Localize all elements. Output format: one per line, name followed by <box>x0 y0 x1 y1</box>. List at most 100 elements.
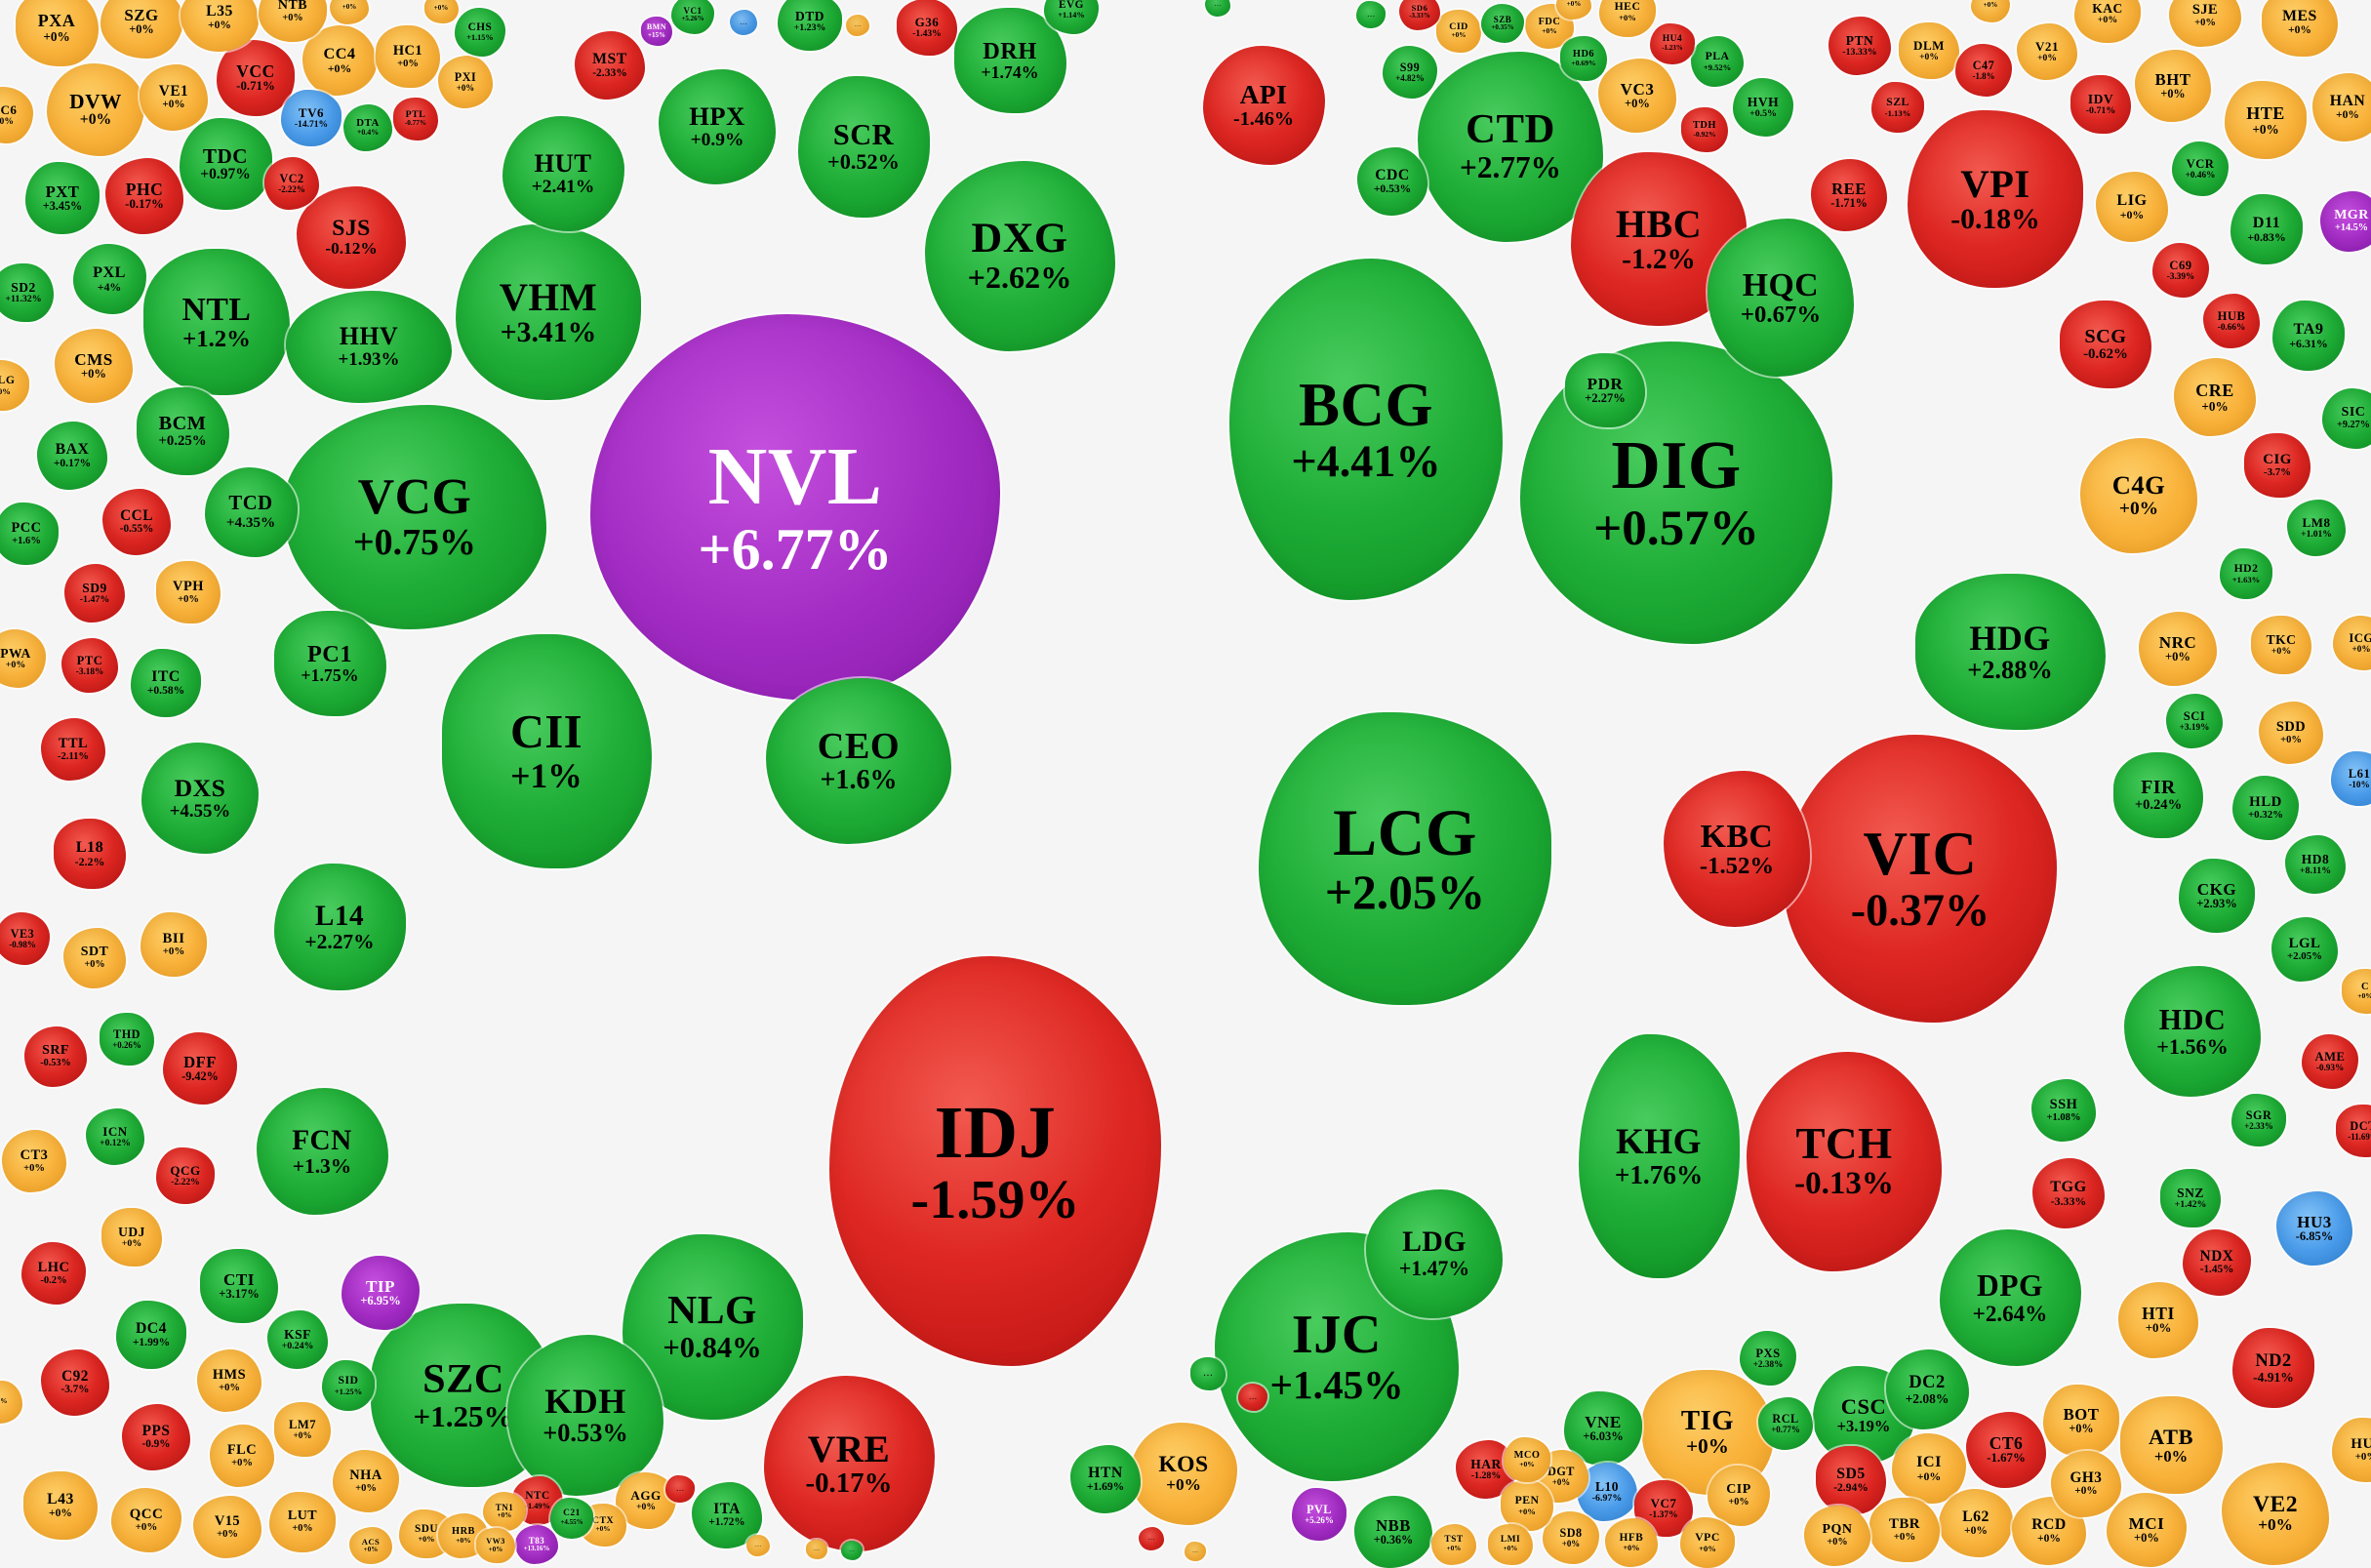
stock-cell-HEC[interactable]: HEC +0% <box>1599 0 1656 37</box>
stock-cell-NTL[interactable]: NTL +1.2% <box>143 249 290 395</box>
stock-cell-small[interactable]: … <box>665 1475 695 1503</box>
stock-cell-DPG[interactable]: DPG +2.64% <box>1939 1229 2081 1366</box>
stock-cell-CDC[interactable]: CDC +0.53% <box>1357 147 1427 216</box>
stock-cell-KDH[interactable]: KDH +0.53% <box>507 1334 663 1496</box>
stock-cell-SD8[interactable]: SD8 +0% <box>1543 1511 1599 1564</box>
stock-cell-PEN[interactable]: PEN +0% <box>1501 1480 1553 1531</box>
stock-cell-V15[interactable]: V15 +0% <box>193 1496 261 1558</box>
stock-cell-VE1[interactable]: VE1 +0% <box>140 64 208 131</box>
stock-cell-TBR[interactable]: TBR +0% <box>1869 1498 1940 1562</box>
stock-cell-BCG[interactable]: BCG +4.41% <box>1229 259 1503 600</box>
stock-cell-HPX[interactable]: HPX +0.9% <box>659 69 776 184</box>
stock-cell-HTE[interactable]: HTE +0% <box>2225 81 2307 159</box>
stock-cell-IDV[interactable]: IDV -0.71% <box>2070 75 2131 134</box>
stock-cell-G36[interactable]: G36 -1.43% <box>897 0 957 56</box>
stock-cell-SD9[interactable]: SD9 -1.47% <box>64 564 125 623</box>
stock-cell-VLG[interactable]: VLG+0% <box>0 360 29 411</box>
stock-cell-SSH[interactable]: SSH +1.08% <box>2031 1079 2096 1142</box>
stock-cell-PLA[interactable]: PLA +9.52% <box>1691 36 1744 87</box>
stock-cell-FIR[interactable]: FIR +0.24% <box>2113 752 2203 838</box>
stock-cell-PTL[interactable]: PTL -0.77% <box>393 98 438 141</box>
stock-cell-C92[interactable]: C92 -3.7% <box>41 1349 109 1416</box>
stock-cell-LUT[interactable]: LUT +0% <box>269 1492 336 1552</box>
stock-cell-PXL[interactable]: PXL +4% <box>72 244 146 314</box>
stock-cell-small[interactable]: … <box>841 1541 863 1560</box>
stock-cell-VIC[interactable]: VIC -0.37% <box>1784 734 2057 1023</box>
stock-cell-KBC[interactable]: KBC -1.52% <box>1664 771 1810 927</box>
stock-cell-LIG[interactable]: LIG +0% <box>2096 172 2168 242</box>
stock-cell-VC1[interactable]: VC1 +5.26% <box>671 0 714 34</box>
stock-cell-C69[interactable]: C69 -3.39% <box>2152 243 2209 298</box>
stock-cell-TDC[interactable]: TDC +0.97% <box>179 118 272 210</box>
stock-cell-DTD[interactable]: DTD +1.23% <box>778 0 842 51</box>
stock-cell-VPI[interactable]: VPI -0.18% <box>1908 110 2083 288</box>
stock-cell-small[interactable]: +0% <box>1971 0 2010 22</box>
stock-cell-HTI[interactable]: HTI +0% <box>2118 1282 2198 1358</box>
stock-cell-TA9[interactable]: TA9 +6.31% <box>2272 301 2345 371</box>
stock-cell-DRH[interactable]: DRH +1.74% <box>953 8 1066 113</box>
stock-cell-VC7[interactable]: VC7 -1.37% <box>1634 1480 1693 1537</box>
stock-cell-HDC[interactable]: HDC +1.56% <box>2124 966 2261 1097</box>
stock-cell-TST[interactable]: TST +0% <box>1431 1524 1476 1565</box>
stock-cell-NRC[interactable]: NRC +0% <box>2139 612 2217 686</box>
stock-cell-FCN[interactable]: FCN +1.3% <box>256 1088 388 1215</box>
stock-cell-ICI[interactable]: ICI +0% <box>1892 1433 1966 1504</box>
stock-cell-CMS[interactable]: CMS +0% <box>55 329 133 403</box>
stock-cell-SDD[interactable]: SDD +0% <box>2259 702 2323 764</box>
stock-cell-NTB[interactable]: NTB +0% <box>259 0 327 42</box>
stock-cell-SDT[interactable]: SDT +0% <box>63 928 126 988</box>
stock-cell-TN1[interactable]: TN1 +0% <box>483 1492 526 1531</box>
stock-cell-PC1[interactable]: PC1 +1.75% <box>273 611 386 716</box>
stock-cell-LDG[interactable]: LDG +1.47% <box>1366 1189 1503 1318</box>
stock-cell-DCT[interactable]: DCT-11.69% <box>2336 1105 2371 1157</box>
stock-cell-ND2[interactable]: ND2 -4.91% <box>2232 1328 2314 1408</box>
stock-cell-TCD[interactable]: TCD +4.35% <box>204 467 298 557</box>
stock-cell-VCR[interactable]: VCR +0.46% <box>2172 141 2229 196</box>
stock-cell-ACS[interactable]: ACS +0% <box>349 1527 392 1564</box>
stock-cell-GH3[interactable]: GH3 +0% <box>2051 1451 2121 1517</box>
stock-cell-TDH[interactable]: TDH -0.92% <box>1681 107 1728 152</box>
stock-cell-PWA[interactable]: PWA +0% <box>0 629 46 688</box>
stock-cell-VRE[interactable]: VRE -0.17% <box>763 1376 935 1551</box>
stock-cell-LGL[interactable]: LGL +2.05% <box>2271 917 2338 982</box>
stock-cell-HD6[interactable]: HD6 +0.69% <box>1560 36 1607 81</box>
stock-cell-TTL[interactable]: TTL -2.11% <box>41 718 105 781</box>
stock-cell-HUT[interactable]: HUT +2.41% <box>502 116 624 231</box>
stock-cell-VPC[interactable]: VPC +0% <box>1680 1517 1735 1568</box>
stock-cell-S99[interactable]: S99 +4.82% <box>1383 46 1437 99</box>
stock-cell-PVL[interactable]: PVL +5.26% <box>1292 1488 1346 1541</box>
stock-cell-SJE[interactable]: SJE +0% <box>2169 0 2241 47</box>
stock-cell-BMN[interactable]: BMN +15% <box>641 17 672 46</box>
stock-cell-D11[interactable]: D11 +0.83% <box>2230 194 2303 264</box>
stock-cell-LM7[interactable]: LM7 +0% <box>274 1402 331 1457</box>
stock-cell-CKG[interactable]: CKG +2.93% <box>2179 859 2255 933</box>
stock-cell-BCM[interactable]: BCM +0.25% <box>136 387 229 475</box>
stock-cell-C[interactable]: C+0% <box>2342 969 2371 1014</box>
stock-cell-API[interactable]: API -1.46% <box>1202 46 1325 165</box>
stock-cell-PXI[interactable]: PXI +0% <box>438 56 493 108</box>
stock-cell-PXS[interactable]: PXS +2.38% <box>1740 1331 1796 1386</box>
stock-cell-RCL[interactable]: RCL +0.77% <box>1758 1397 1813 1450</box>
stock-cell-VC3[interactable]: VC3 +0% <box>1598 59 1676 133</box>
stock-cell-HD8[interactable]: HD8 +8.11% <box>2285 835 2346 894</box>
stock-cell-HAN[interactable]: HAN +0% <box>2312 73 2371 141</box>
stock-cell-BAX[interactable]: BAX +0.17% <box>37 422 107 490</box>
stock-cell-SZL[interactable]: SZL -1.13% <box>1871 82 1924 133</box>
stock-cell-SIC[interactable]: SIC +9.27% <box>2322 388 2371 449</box>
stock-cell-L62[interactable]: L62 +0% <box>1939 1489 2013 1557</box>
stock-cell-LCG[interactable]: LCG +2.05% <box>1259 712 1551 1005</box>
stock-cell-CC4[interactable]: CC4 +0% <box>302 25 377 96</box>
stock-cell-DVW[interactable]: DVW +0% <box>47 62 144 156</box>
stock-cell-AME[interactable]: AME -0.93% <box>2302 1034 2358 1089</box>
stock-cell-VHM[interactable]: VHM +3.41% <box>456 224 641 400</box>
stock-cell-KHG[interactable]: KHG +1.76% <box>1578 1034 1740 1278</box>
stock-cell-TV6[interactable]: TV6 -14.71% <box>281 90 342 146</box>
stock-cell-small[interactable]: … <box>746 1535 770 1556</box>
stock-cell-small[interactable]: +0% <box>1556 0 1591 20</box>
stock-cell-CHS[interactable]: CHS +1.15% <box>455 8 505 57</box>
stock-cell-small[interactable]: … <box>1185 1542 1206 1561</box>
stock-cell-CID[interactable]: CID +0% <box>1436 10 1481 53</box>
stock-cell-SD6[interactable]: SD6 -3.33% <box>1399 0 1440 30</box>
stock-cell-SID[interactable]: SID +1.25% <box>322 1360 375 1411</box>
stock-cell-VE2[interactable]: VE2 +0% <box>2222 1462 2329 1565</box>
